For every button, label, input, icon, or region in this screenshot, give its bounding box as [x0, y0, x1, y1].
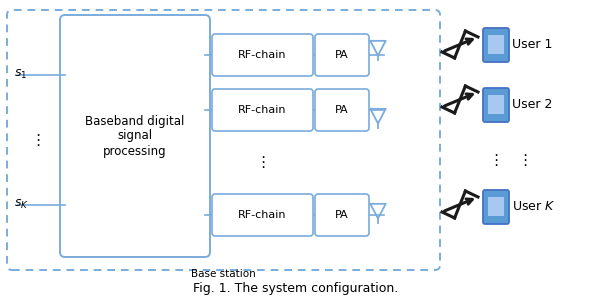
- Bar: [488, 35, 504, 54]
- FancyBboxPatch shape: [315, 194, 369, 236]
- Bar: [488, 95, 504, 114]
- FancyBboxPatch shape: [60, 15, 210, 257]
- Text: User 1: User 1: [512, 38, 552, 52]
- Text: RF-chain: RF-chain: [238, 210, 287, 220]
- FancyBboxPatch shape: [212, 89, 313, 131]
- Text: ⋮: ⋮: [488, 152, 504, 167]
- FancyBboxPatch shape: [315, 89, 369, 131]
- FancyBboxPatch shape: [483, 190, 509, 224]
- Text: Base station: Base station: [191, 269, 256, 279]
- Text: PA: PA: [335, 210, 349, 220]
- Text: RF-chain: RF-chain: [238, 50, 287, 60]
- Text: Fig. 1. The system configuration.: Fig. 1. The system configuration.: [194, 282, 398, 295]
- FancyBboxPatch shape: [212, 34, 313, 76]
- Text: RF-chain: RF-chain: [238, 105, 287, 115]
- Text: User $K$: User $K$: [512, 200, 555, 214]
- Text: PA: PA: [335, 50, 349, 60]
- Text: ⋮: ⋮: [517, 152, 533, 167]
- Text: User 2: User 2: [512, 98, 552, 112]
- Text: ⋮: ⋮: [255, 154, 270, 169]
- Text: ⋮: ⋮: [30, 133, 46, 148]
- Text: Baseband digital
signal
processing: Baseband digital signal processing: [85, 115, 185, 158]
- Text: $s_1$: $s_1$: [14, 68, 27, 80]
- FancyBboxPatch shape: [315, 34, 369, 76]
- FancyBboxPatch shape: [212, 194, 313, 236]
- Bar: [488, 197, 504, 216]
- FancyBboxPatch shape: [7, 10, 440, 270]
- FancyBboxPatch shape: [483, 88, 509, 122]
- Text: PA: PA: [335, 105, 349, 115]
- Text: $s_K$: $s_K$: [14, 197, 29, 211]
- FancyBboxPatch shape: [483, 28, 509, 62]
